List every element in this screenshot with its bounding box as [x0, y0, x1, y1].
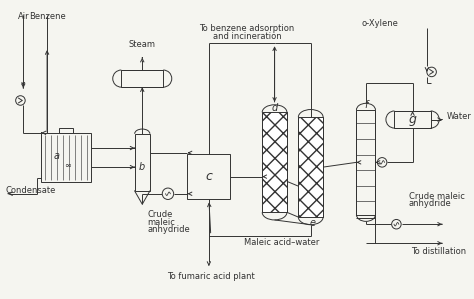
Text: Maleic acid–water: Maleic acid–water — [245, 239, 320, 248]
Text: f: f — [364, 100, 368, 110]
Text: Water: Water — [447, 112, 472, 121]
Text: o-Xylene: o-Xylene — [362, 19, 399, 28]
Text: Steam: Steam — [129, 40, 156, 49]
Text: e: e — [310, 218, 316, 228]
Text: and incineration: and incineration — [213, 32, 281, 41]
Bar — [262, 112, 287, 212]
Bar — [394, 111, 431, 128]
Bar — [121, 70, 163, 87]
Text: Condensate: Condensate — [5, 186, 55, 196]
Bar — [188, 154, 230, 199]
Circle shape — [16, 96, 25, 105]
Circle shape — [392, 219, 401, 229]
Text: To distillation: To distillation — [410, 247, 466, 256]
Text: b: b — [139, 162, 146, 172]
Circle shape — [427, 67, 437, 77]
Bar — [135, 134, 150, 191]
Bar — [356, 110, 375, 215]
Text: g: g — [409, 113, 417, 126]
Text: maleic: maleic — [147, 218, 175, 227]
Text: To fumaric acid plant: To fumaric acid plant — [167, 272, 255, 281]
Text: anhydride: anhydride — [409, 199, 452, 208]
Text: Crude maleic: Crude maleic — [409, 192, 465, 201]
Circle shape — [162, 188, 173, 199]
Text: Air: Air — [18, 12, 29, 21]
Bar — [41, 133, 91, 182]
Text: Benzene: Benzene — [29, 12, 65, 21]
Text: a: a — [54, 151, 60, 161]
Bar — [59, 128, 73, 133]
Text: ∞: ∞ — [64, 161, 72, 170]
Bar — [298, 117, 323, 217]
Text: To benzene adsorption: To benzene adsorption — [200, 24, 294, 33]
Text: c: c — [205, 170, 212, 183]
Text: Crude: Crude — [147, 210, 173, 219]
Circle shape — [377, 158, 387, 167]
Text: d: d — [272, 103, 278, 113]
Text: anhydride: anhydride — [147, 225, 190, 234]
